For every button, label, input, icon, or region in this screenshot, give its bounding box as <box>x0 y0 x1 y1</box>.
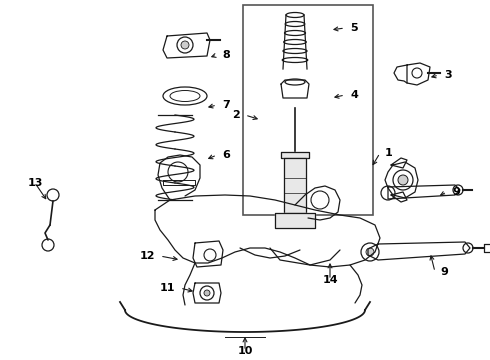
Circle shape <box>398 175 408 185</box>
Text: 10: 10 <box>237 346 253 356</box>
Text: 6: 6 <box>222 150 230 160</box>
Polygon shape <box>275 213 315 228</box>
Bar <box>243 5 373 215</box>
Polygon shape <box>281 152 309 158</box>
Text: 9: 9 <box>452 187 460 197</box>
Text: 11: 11 <box>160 283 175 293</box>
Text: 9: 9 <box>440 267 448 277</box>
Text: 8: 8 <box>222 50 230 60</box>
Polygon shape <box>284 158 306 213</box>
Circle shape <box>366 248 374 256</box>
Text: 4: 4 <box>350 90 358 100</box>
Text: 1: 1 <box>385 148 393 158</box>
Circle shape <box>204 290 210 296</box>
Text: 13: 13 <box>27 178 43 188</box>
Text: 12: 12 <box>140 251 155 261</box>
Circle shape <box>181 41 189 49</box>
Text: 7: 7 <box>222 100 230 110</box>
Text: 5: 5 <box>350 23 358 33</box>
Text: 2: 2 <box>232 110 240 120</box>
Text: 3: 3 <box>444 70 452 80</box>
Text: 14: 14 <box>322 275 338 285</box>
